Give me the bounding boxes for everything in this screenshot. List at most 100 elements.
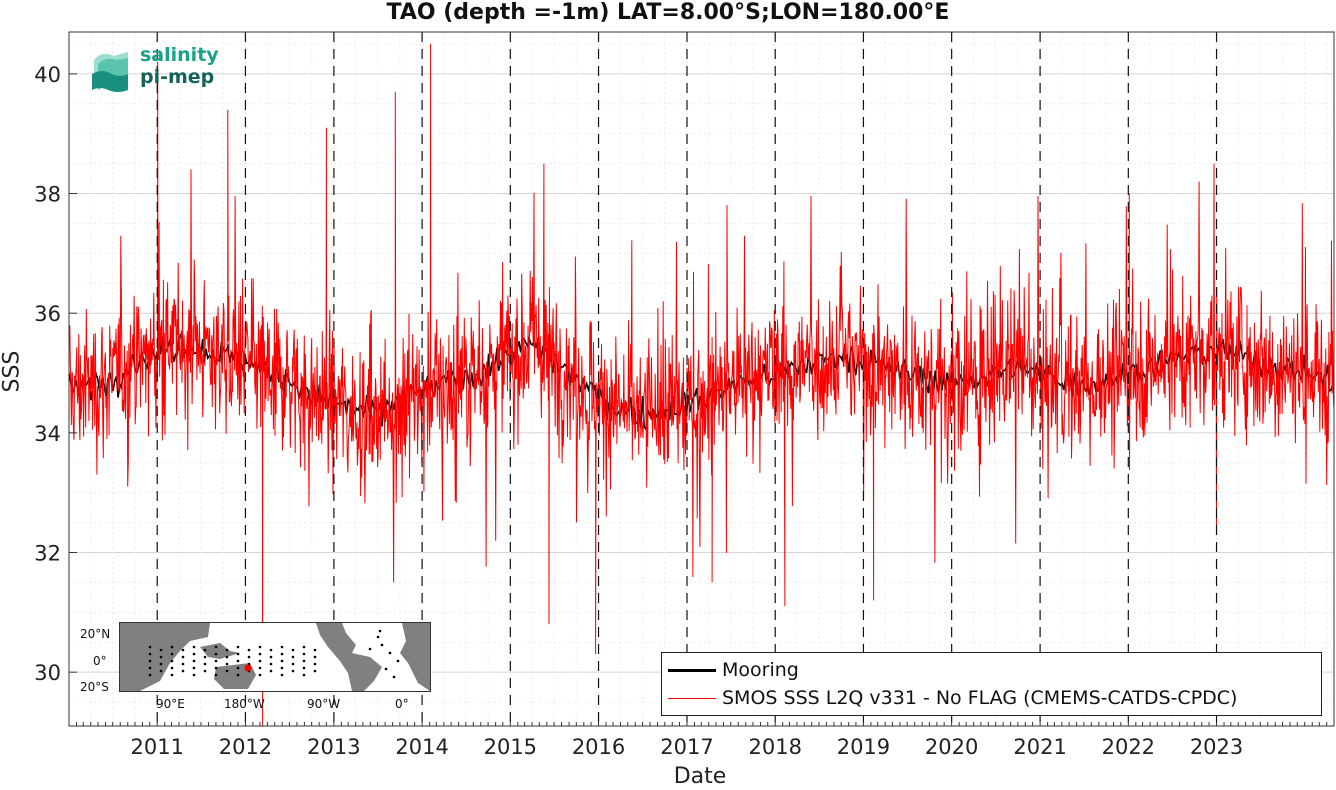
y-tick-label: 32 bbox=[34, 542, 61, 566]
x-tick-label: 2012 bbox=[219, 735, 272, 759]
x-axis-label: Date bbox=[673, 764, 727, 789]
x-tick-label: 2022 bbox=[1102, 735, 1155, 759]
inset-mooring-dot bbox=[291, 648, 295, 652]
inset-mooring-dot bbox=[236, 673, 240, 677]
inset-mooring-dot bbox=[392, 675, 396, 679]
inset-mooring-dot bbox=[291, 655, 295, 659]
inset-lat-label-south: 20°S bbox=[80, 680, 109, 694]
legend-label-mooring: Mooring bbox=[722, 659, 799, 681]
legend-swatch-smos bbox=[668, 697, 716, 699]
plot-frame bbox=[68, 31, 1335, 727]
inset-mooring-dot bbox=[214, 666, 218, 670]
inset-mooring-dot bbox=[192, 666, 196, 670]
inset-mooring-dot bbox=[225, 648, 229, 652]
x-tick-label: 2023 bbox=[1190, 735, 1243, 759]
y-tick-label: 40 bbox=[34, 63, 61, 87]
x-tick-label: 2021 bbox=[1013, 735, 1066, 759]
inset-mooring-dot bbox=[192, 645, 196, 649]
inset-mooring-dot bbox=[159, 648, 163, 652]
x-tick-label: 2018 bbox=[748, 735, 801, 759]
inset-mooring-dot bbox=[214, 659, 218, 663]
inset-mooring-dot bbox=[203, 655, 207, 659]
inset-mooring-dot bbox=[280, 645, 284, 649]
inset-mooring-dot bbox=[170, 666, 174, 670]
inset-mooring-dot bbox=[258, 659, 262, 663]
inset-mooring-dot bbox=[302, 666, 306, 670]
inset-mooring-dot bbox=[313, 662, 317, 666]
inset-mooring-dot bbox=[148, 666, 152, 670]
inset-mooring-dot bbox=[258, 666, 262, 670]
inset-mooring-dot bbox=[269, 662, 273, 666]
x-tick-label: 2016 bbox=[572, 735, 625, 759]
inset-mooring-dot bbox=[214, 673, 218, 677]
inset-selected-mooring bbox=[244, 664, 252, 672]
inset-mooring-dot bbox=[258, 652, 262, 656]
inset-mooring-dot bbox=[247, 648, 251, 652]
inset-mooring-dot bbox=[236, 645, 240, 649]
inset-mooring-dot bbox=[258, 645, 262, 649]
inset-mooring-dot bbox=[269, 655, 273, 659]
y-axis-label: SSS bbox=[0, 350, 25, 393]
inset-mooring-dot bbox=[214, 645, 218, 649]
legend: Mooring SMOS SSS L2Q v331 - No FLAG (CME… bbox=[661, 652, 1322, 716]
inset-mooring-dot bbox=[291, 669, 295, 673]
inset-land-americas bbox=[316, 623, 382, 691]
inset-mooring-dot bbox=[148, 645, 152, 649]
inset-mooring-dot bbox=[203, 648, 207, 652]
inset-mooring-dot bbox=[181, 662, 185, 666]
inset-mooring-dot bbox=[269, 648, 273, 652]
inset-lat-label-equator: 0° bbox=[93, 654, 107, 668]
inset-mooring-dot bbox=[280, 652, 284, 656]
inset-lon-label-0: 0° bbox=[395, 697, 409, 711]
legend-item-smos: SMOS SSS L2Q v331 - No FLAG (CMEMS-CATDS… bbox=[662, 684, 1237, 712]
inset-land-indonesia bbox=[200, 643, 240, 659]
x-tick-label: 2019 bbox=[837, 735, 890, 759]
inset-land-africa-asia bbox=[120, 623, 210, 691]
inset-mooring-dot bbox=[159, 669, 163, 673]
inset-mooring-dot bbox=[236, 666, 240, 670]
y-tick-label: 36 bbox=[34, 302, 61, 326]
pi-mep-logo-icon bbox=[92, 52, 128, 92]
logo-line-1: salinity bbox=[140, 44, 219, 66]
y-tick-label: 30 bbox=[34, 661, 61, 685]
inset-land-africa-west bbox=[400, 623, 430, 691]
logo-line-2: pi-mep bbox=[140, 66, 215, 88]
inset-mooring-dot bbox=[214, 652, 218, 656]
legend-item-mooring: Mooring bbox=[662, 656, 799, 684]
x-tick-label: 2015 bbox=[484, 735, 537, 759]
legend-label-smos: SMOS SSS L2Q v331 - No FLAG (CMEMS-CATDS… bbox=[722, 687, 1238, 709]
inset-mooring-dot bbox=[148, 652, 152, 656]
inset-mooring-dot bbox=[368, 647, 372, 651]
inset-mooring-dot bbox=[313, 669, 317, 673]
inset-map bbox=[119, 622, 431, 692]
axis-ticks: 30 32 34 36 38 40 2011 2012 2013 2014 2015 2016 2017… bbox=[34, 63, 1335, 759]
smos-series bbox=[68, 43, 1335, 727]
inset-mooring-dot bbox=[148, 673, 152, 677]
inset-mooring-dot bbox=[313, 655, 317, 659]
inset-mooring-dot bbox=[170, 652, 174, 656]
inset-mooring-dot bbox=[280, 673, 284, 677]
inset-mooring-dot bbox=[225, 669, 229, 673]
chart-title: TAO (depth =-1m) LAT=8.00°S;LON=180.00°E bbox=[386, 0, 950, 25]
year-boundary-lines bbox=[156, 32, 1218, 726]
inset-mooring-dot bbox=[148, 659, 152, 663]
inset-mooring-dot bbox=[170, 659, 174, 663]
x-tick-label: 2014 bbox=[395, 735, 448, 759]
inset-mooring-dot bbox=[181, 669, 185, 673]
inset-mooring-dot bbox=[396, 659, 400, 663]
inset-mooring-dot bbox=[236, 652, 240, 656]
inset-mooring-dot bbox=[302, 645, 306, 649]
x-tick-label: 2020 bbox=[925, 735, 978, 759]
inset-mooring-dot bbox=[192, 673, 196, 677]
inset-mooring-dot bbox=[170, 673, 174, 677]
inset-mooring-dot bbox=[380, 643, 384, 647]
inset-mooring-dot bbox=[203, 662, 207, 666]
inset-mooring-dot bbox=[376, 635, 380, 639]
inset-mooring-dot bbox=[302, 673, 306, 677]
inset-mooring-dot bbox=[236, 659, 240, 663]
inset-map-svg bbox=[120, 623, 430, 691]
y-tick-label: 34 bbox=[34, 422, 61, 446]
inset-mooring-dot bbox=[302, 659, 306, 663]
inset-mooring-dot bbox=[225, 655, 229, 659]
